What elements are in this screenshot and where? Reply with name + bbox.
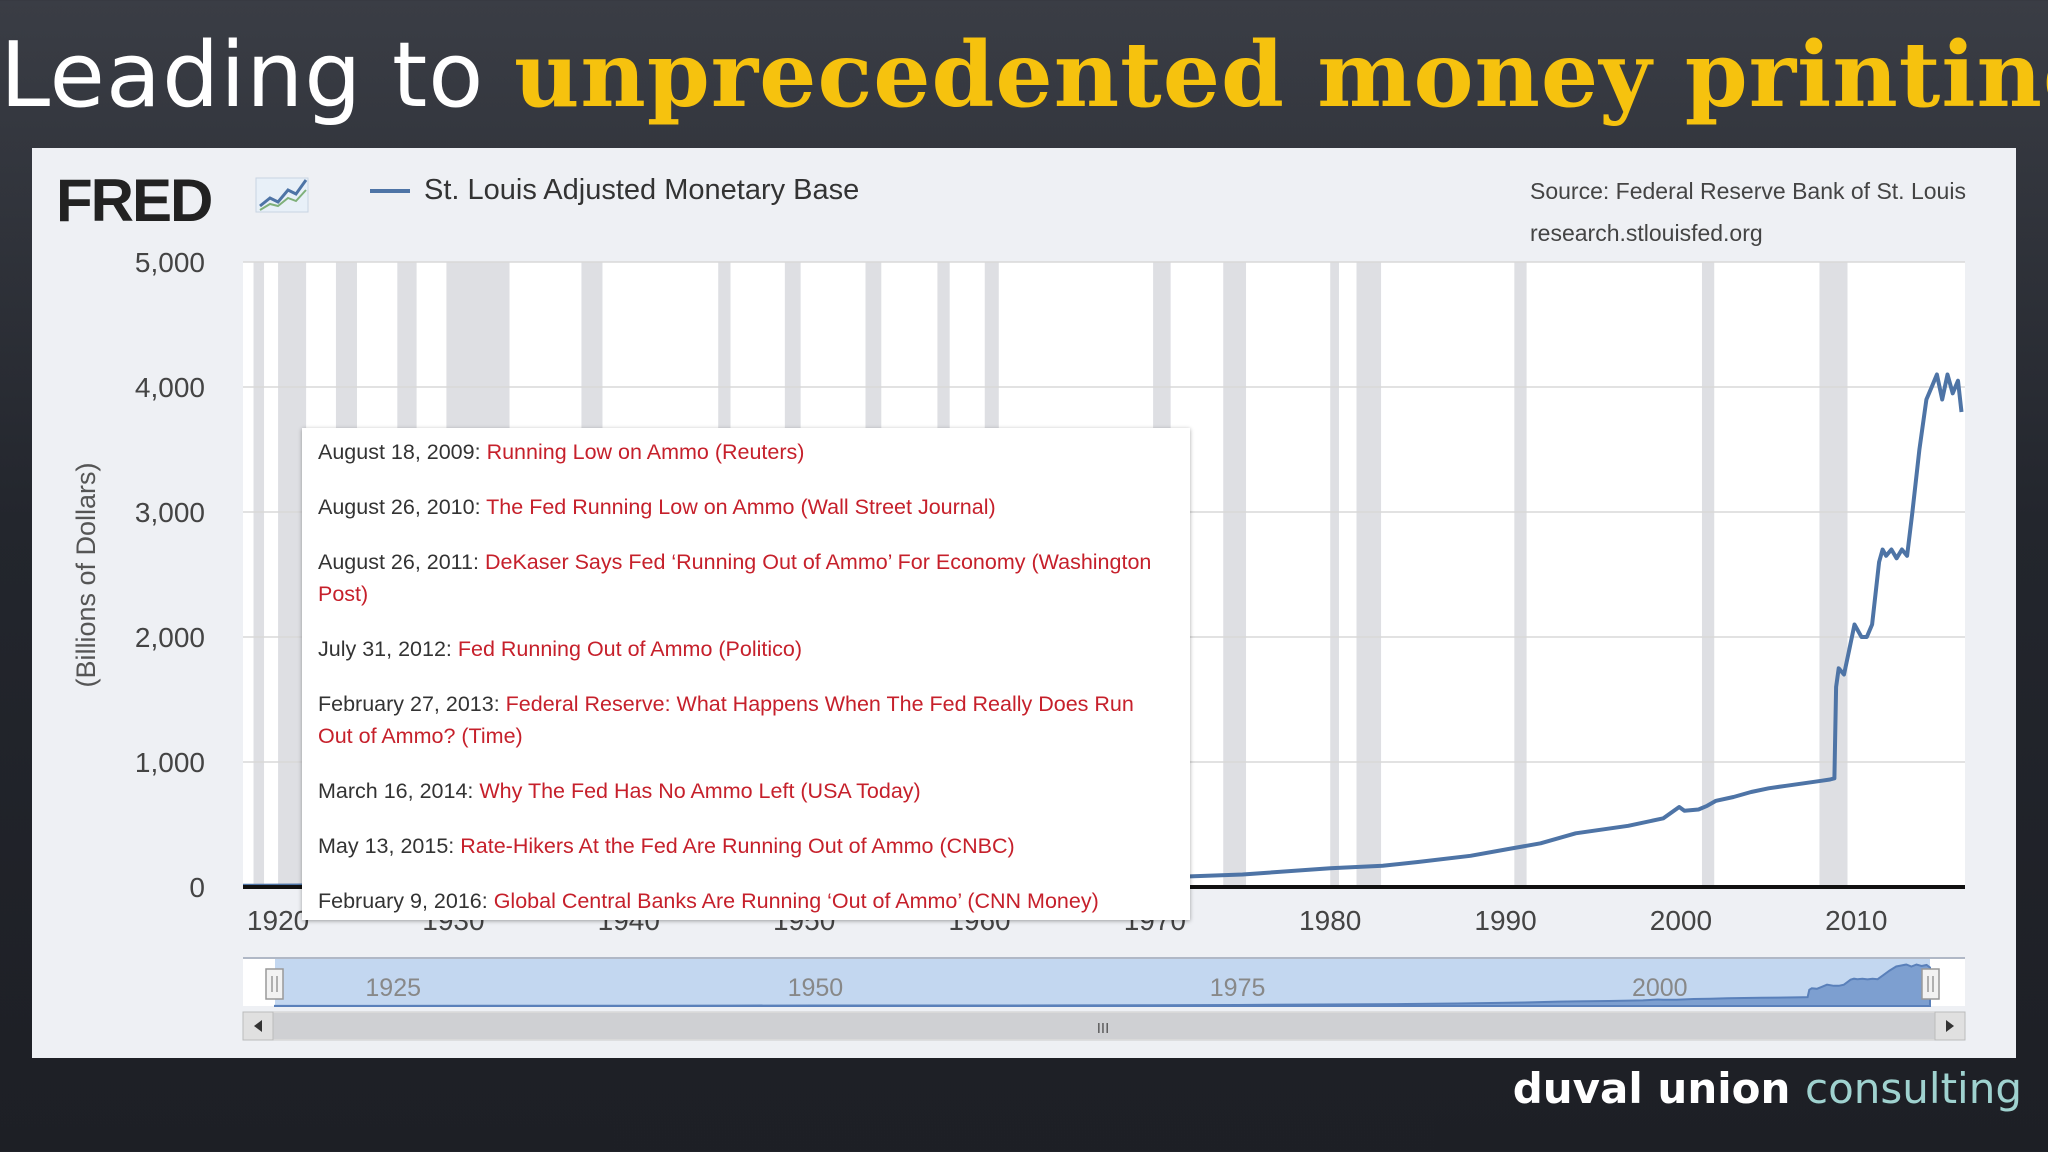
annotation-entry: March 16, 2014: Why The Fed Has No Ammo … [318,775,1174,807]
navigator-tick-label: 1950 [788,974,844,1002]
annotation-headline[interactable]: Running Low on Ammo (Reuters) [486,440,805,464]
recession-band [1356,262,1382,887]
slide-title-highlight: unprecedented money printing [513,22,2048,128]
recession-band [1819,262,1848,887]
annotation-entry: February 27, 2013: Federal Reserve: What… [318,688,1174,752]
y-tick-label: 3,000 [135,497,205,528]
recession-band [253,262,265,887]
y-axis-label: (Billions of Dollars) [71,462,101,687]
brand-suffix: consulting [1805,1064,2022,1113]
annotation-entry: August 18, 2009: Running Low on Ammo (Re… [318,436,1174,468]
annotation-entry: July 31, 2012: Fed Running Out of Ammo (… [318,633,1174,665]
x-tick-label: 1920 [247,905,309,936]
annotation-headline[interactable]: The Fed Running Low on Ammo (Wall Street… [486,495,996,519]
annotation-headline[interactable]: Why The Fed Has No Ammo Left (USA Today) [479,779,921,803]
legend-swatch [370,189,410,194]
navigator-tick-label: 1925 [365,974,421,1002]
y-tick-label: 2,000 [135,622,205,653]
fred-trend-icon [255,177,309,213]
scroll-right-arrow-icon [1946,1020,1954,1032]
annotation-date: July 31, 2012: [318,637,452,661]
annotation-headline[interactable]: Fed Running Out of Ammo (Politico) [457,637,803,661]
slide-title-plain: Leading to [0,23,514,128]
x-tick-label: 1980 [1299,905,1361,936]
navigator-area [274,963,1931,1007]
annotation-headline[interactable]: Rate-Hikers At the Fed Are Running Out o… [460,834,1015,858]
source-note: Source: Federal Reserve Bank of St. Loui… [1530,170,1966,254]
recession-band [1223,262,1247,887]
annotation-date: August 18, 2009: [318,440,481,464]
source-url: research.stlouisfed.org [1530,220,1763,246]
fred-logo: FRED [56,167,213,234]
headline-annotation-box: August 18, 2009: Running Low on Ammo (Re… [302,428,1190,920]
slide-title: Leading to unprecedented money printing [0,22,2048,128]
scrollbar-thumb[interactable] [273,1013,1935,1039]
annotation-date: August 26, 2010: [318,495,481,519]
brand-logo: duval union consulting [1513,1064,2022,1113]
scrollbar-grip: III [1097,1020,1110,1037]
brand-name: duval union [1512,1064,1805,1113]
annotation-headline[interactable]: Federal Reserve: What Happens When The F… [318,692,1134,748]
recession-band [1514,262,1527,887]
scroll-left-arrow-icon [254,1020,262,1032]
navigator-left-handle[interactable] [265,968,284,1000]
annotation-entry: May 13, 2015: Rate-Hikers At the Fed Are… [318,830,1174,862]
annotation-entry: August 26, 2011: DeKaser Says Fed ‘Runni… [318,546,1174,610]
navigator-right-handle[interactable] [1921,968,1940,1000]
annotation-date: February 27, 2013: [318,692,500,716]
annotation-entry: August 26, 2010: The Fed Running Low on … [318,491,1174,523]
recession-band [1330,262,1339,887]
recession-band [1701,262,1715,887]
y-tick-label: 5,000 [135,247,205,278]
navigator-tick-label: 1975 [1210,974,1266,1002]
fred-chart-panel: 0 1,000 2,000 3,000 4,000 5,000 1920 1930 1940 1… [32,148,2016,1058]
annotation-headline[interactable]: DeKaser Says Fed ‘Running Out of Ammo’ F… [318,550,1152,606]
x-tick-label: 2010 [1825,905,1887,936]
annotation-date: May 13, 2015: [318,834,455,858]
annotation-date: February 9, 2016: [318,889,488,913]
navigator[interactable]: 1925 1950 1975 2000 [243,957,1965,1007]
recession-band [278,262,307,887]
y-tick-label: 1,000 [135,747,205,778]
source-line: Source: Federal Reserve Bank of St. Loui… [1530,178,1966,204]
legend-label: St. Louis Adjusted Monetary Base [424,174,860,206]
y-tick-label: 0 [189,872,205,903]
annotation-headline[interactable]: Global Central Banks Are Running ‘Out of… [493,889,1099,913]
y-tick-label: 4,000 [135,372,205,403]
navigator-tick-label: 2000 [1632,974,1688,1002]
x-tick-label: 2000 [1650,905,1712,936]
annotation-entry: February 9, 2016: Global Central Banks A… [318,885,1174,917]
annotation-date: August 26, 2011: [318,550,479,574]
navigator-selection[interactable] [275,958,1930,1006]
scrollbar[interactable]: III [242,1011,1966,1041]
series-line [242,372,1964,888]
x-tick-label: 1990 [1474,905,1536,936]
chart-legend[interactable]: St. Louis Adjusted Monetary Base [370,174,859,207]
annotation-date: March 16, 2014: [318,779,474,803]
